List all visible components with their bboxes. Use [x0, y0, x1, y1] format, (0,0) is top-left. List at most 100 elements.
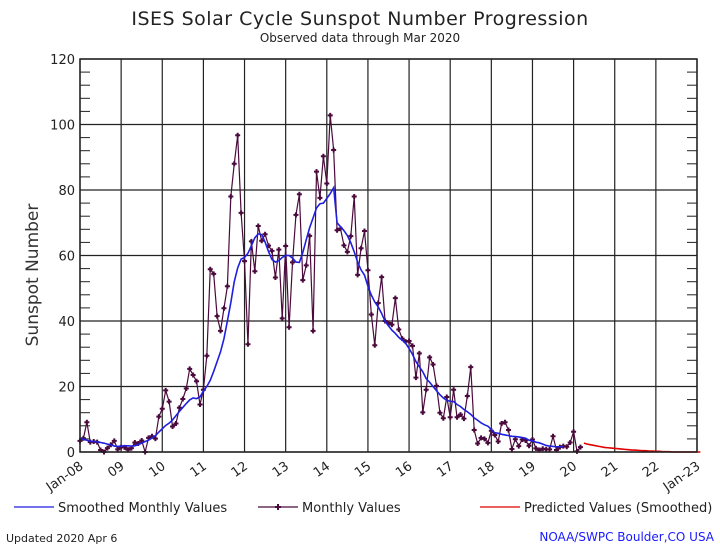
legend-entry: Monthly Values	[258, 501, 401, 516]
data-point	[533, 445, 539, 451]
data-point	[259, 238, 265, 244]
y-tick-label: 120	[50, 53, 75, 68]
data-point	[430, 362, 436, 368]
data-point	[516, 443, 522, 449]
data-point	[187, 366, 193, 372]
data-point	[512, 436, 518, 442]
data-point	[115, 446, 121, 452]
minor-ticks	[80, 71, 697, 440]
x-tick-label: Jan-23	[660, 459, 703, 496]
data-point	[183, 385, 189, 391]
chart-subtitle: Observed data through Mar 2020	[259, 31, 461, 45]
x-tick-label: 12	[229, 459, 251, 481]
series-smoothed-monthly-values	[79, 185, 564, 448]
source-credit: NOAA/SWPC Boulder,CO USA	[539, 530, 714, 544]
data-point	[84, 419, 90, 425]
data-point	[159, 406, 165, 412]
x-tick-label: 22	[640, 459, 662, 481]
data-point	[355, 272, 361, 278]
data-point	[331, 147, 337, 153]
data-point	[180, 396, 186, 402]
x-tick-label: 09	[105, 459, 127, 481]
y-tick-label: 60	[58, 250, 75, 265]
data-point	[317, 195, 323, 201]
data-point	[303, 262, 309, 268]
data-point	[365, 267, 371, 273]
data-point	[509, 446, 515, 452]
data-point	[166, 399, 172, 405]
data-point	[344, 249, 350, 255]
legend-label: Smoothed Monthly Values	[58, 501, 227, 516]
data-point	[550, 433, 556, 439]
data-point	[211, 271, 217, 277]
data-point	[228, 194, 234, 200]
data-point	[283, 243, 289, 249]
data-point	[231, 161, 237, 167]
data-point	[457, 412, 463, 418]
data-point	[293, 212, 299, 218]
data-point	[104, 445, 110, 451]
series-predicted-values-smoothed	[583, 442, 701, 453]
data-point	[451, 387, 457, 393]
data-point	[577, 444, 583, 450]
data-point	[173, 421, 179, 427]
data-point	[221, 305, 227, 311]
data-point	[481, 436, 487, 442]
data-point	[413, 375, 419, 381]
plot-frame	[79, 58, 698, 453]
y-tick-label: 0	[67, 446, 75, 461]
updated-timestamp: Updated 2020 Apr 6	[6, 532, 118, 545]
data-point	[420, 409, 426, 415]
data-point	[111, 438, 117, 444]
data-point	[204, 353, 210, 359]
x-tick-label: 19	[517, 459, 539, 481]
legend: Smoothed Monthly Values Monthly Values Pre…	[14, 501, 712, 516]
data-point	[471, 427, 477, 433]
data-point	[433, 383, 439, 389]
data-point	[190, 372, 196, 378]
x-tick-label: 14	[311, 459, 333, 481]
data-point	[502, 419, 508, 425]
data-point	[351, 194, 357, 200]
data-point	[163, 387, 169, 393]
data-point	[272, 274, 278, 280]
data-point	[242, 258, 248, 264]
data-point	[235, 132, 241, 138]
data-point	[152, 436, 158, 442]
data-point	[396, 327, 402, 333]
series-line	[79, 115, 581, 455]
data-point	[461, 416, 467, 422]
data-point	[290, 259, 296, 265]
data-point	[389, 322, 395, 328]
x-tick-label: 21	[599, 459, 621, 481]
data-point	[156, 414, 162, 420]
data-point	[269, 248, 275, 254]
data-point	[252, 268, 258, 274]
legend-entry: Predicted Values (Smoothed)	[480, 501, 712, 516]
data-point	[320, 153, 326, 159]
y-axis-label: Sunspot Number	[23, 204, 43, 347]
data-point	[440, 415, 446, 421]
data-point	[368, 311, 374, 317]
data-point	[238, 210, 244, 216]
data-point	[176, 405, 182, 411]
data-point	[214, 313, 220, 319]
x-tick-label: 20	[558, 459, 580, 481]
x-tick-label: 17	[434, 459, 456, 481]
x-tick-label: 10	[146, 459, 168, 481]
data-point	[334, 227, 340, 233]
data-point	[194, 378, 200, 384]
y-tick-label: 20	[58, 381, 75, 396]
data-point	[300, 277, 306, 283]
series-line	[583, 442, 701, 453]
data-point	[547, 446, 553, 452]
data-point	[224, 283, 230, 289]
data-point	[464, 393, 470, 399]
data-point	[218, 328, 224, 334]
data-point	[279, 315, 285, 321]
data-point	[362, 228, 368, 234]
grid-lines	[79, 58, 698, 453]
data-point	[447, 414, 453, 420]
